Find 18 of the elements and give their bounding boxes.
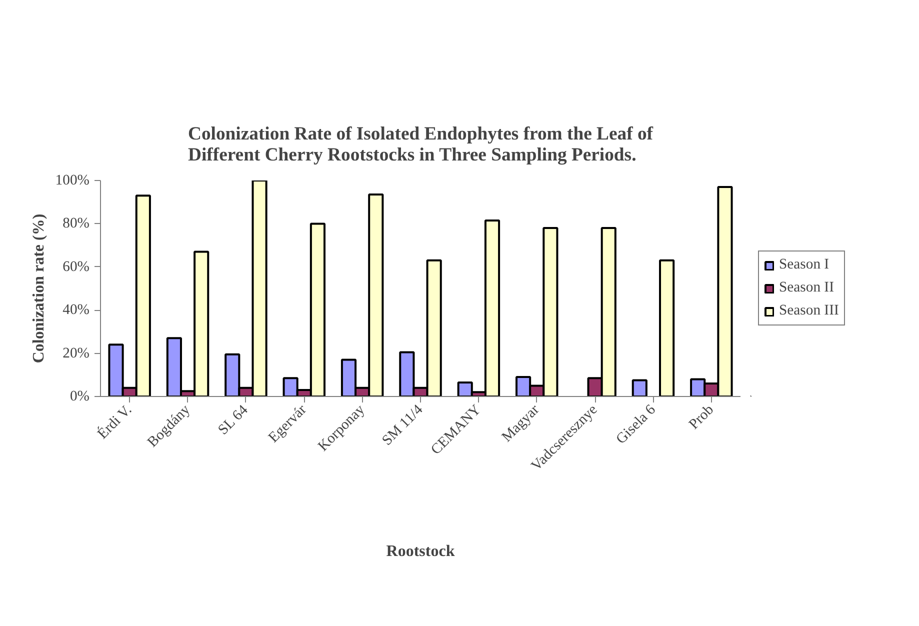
y-tick-label: 20% bbox=[62, 345, 90, 362]
y-tick-label: 0% bbox=[70, 388, 90, 404]
x-axis-title: Rootstock bbox=[386, 542, 455, 560]
x-tick-label: Prob bbox=[686, 402, 718, 433]
chart-title: Colonization Rate of Isolated Endophytes from the Leaf of Different Cherry Rootstocks in Three Sampling Periods. bbox=[188, 124, 654, 166]
legend-label: Season III bbox=[779, 302, 839, 320]
x-tick-label: SL 64 bbox=[215, 402, 252, 438]
y-axis-title: Colonization rate (%) bbox=[30, 214, 48, 364]
bar bbox=[632, 379, 648, 396]
legend-label: Season I bbox=[779, 256, 830, 274]
y-tick-label: 60% bbox=[62, 258, 90, 275]
y-tick-label: 40% bbox=[62, 302, 90, 318]
x-tick-label: Érdi V. bbox=[94, 401, 136, 442]
y-tick-label: 100% bbox=[55, 172, 90, 188]
x-tick-label: SM 11/4 bbox=[379, 401, 427, 449]
y-tick-label: 80% bbox=[62, 216, 90, 232]
bar bbox=[659, 259, 675, 396]
legend-label: Season II bbox=[779, 280, 834, 296]
